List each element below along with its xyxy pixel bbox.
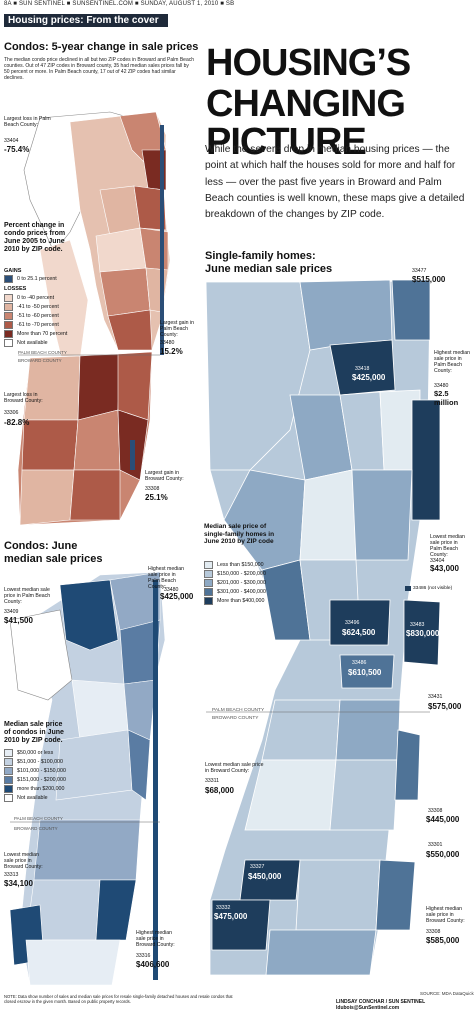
sf-price-value: $475,000 bbox=[214, 912, 248, 921]
footer-source: SOURCE: MDA DataQuick bbox=[420, 991, 474, 996]
cm-county-pb: PALM BEACH COUNTY bbox=[14, 816, 63, 821]
cc-callout-4-title: Largest gain in Broward County: bbox=[145, 470, 184, 482]
sf-price-value: $425,000 bbox=[352, 373, 386, 382]
cc-legend-gain: 0 to 25.1 percent bbox=[4, 274, 57, 283]
sf-price-zip: 33496 bbox=[345, 620, 360, 626]
cc-callout-4-zip: 33308 bbox=[145, 486, 160, 492]
cc-callout-4-value: 25.1% bbox=[145, 493, 168, 502]
sf-not-visible: 33486 (not visible) bbox=[405, 586, 452, 591]
sf-title-line1: Single-family homes: bbox=[205, 250, 316, 262]
cc-callout-1-value: -75.4% bbox=[4, 145, 30, 154]
cm-callout-3-value: $34,100 bbox=[4, 879, 33, 888]
footer-credit: LINDSAY CONCHAR / SUN SENTINEL ldubois@S… bbox=[336, 999, 426, 1011]
condo-change-map bbox=[17, 111, 171, 526]
sf-price-zip: 33431 bbox=[428, 694, 443, 700]
cm-title-line1: Condos: June bbox=[4, 540, 78, 552]
sf-price-zip: 33332 bbox=[216, 905, 231, 911]
sf-callout-4-zip: 33308 bbox=[426, 929, 441, 935]
sf-price-value: $624,500 bbox=[342, 628, 376, 637]
cm-callout-4-value: $406,600 bbox=[136, 960, 170, 969]
cm-title-line2: median sale prices bbox=[4, 553, 103, 565]
cm-county-br: BROWARD COUNTY bbox=[14, 826, 58, 831]
cc-callout-2-zip: 33480 bbox=[160, 340, 175, 346]
sf-county-br: BROWARD COUNTY bbox=[212, 716, 259, 721]
cm-callout-4-title: Highest median sale price in Broward Cou… bbox=[136, 930, 175, 948]
sf-price-value: $450,000 bbox=[248, 872, 282, 881]
sf-callout-1-zip: 33480 bbox=[434, 383, 449, 389]
sf-callout-2-zip: 33404 bbox=[430, 558, 445, 564]
cm-callout-4-zip: 33316 bbox=[136, 953, 151, 959]
sf-price-value: $445,000 bbox=[426, 815, 460, 824]
sf-legend-title: Median sale price of single-family homes… bbox=[204, 523, 275, 545]
cm-callout-1-zip: 33409 bbox=[4, 609, 19, 615]
cc-county-pb: PALM BEACH COUNTY bbox=[18, 350, 67, 355]
sf-price-zip: 33486 bbox=[352, 660, 367, 666]
sf-price-zip: 33477 bbox=[412, 268, 427, 274]
main-title-line2: CHANGING PICTURE bbox=[206, 83, 406, 163]
main-title-line1: HOUSING’S bbox=[206, 42, 411, 84]
section-banner: Housing prices: From the cover bbox=[4, 14, 168, 27]
sf-county-pb: PALM BEACH COUNTY bbox=[212, 708, 265, 713]
intro-text: While the severe drop in median housing … bbox=[205, 144, 465, 221]
cm-callout-3-zip: 33313 bbox=[4, 872, 19, 878]
cc-losses-label: LOSSES bbox=[4, 286, 27, 292]
cc-callout-3-zip: 33306 bbox=[4, 410, 19, 416]
cc-callout-3-title: Largest loss in Broward County: bbox=[4, 392, 43, 404]
footer-note: NOTE: Data show number of sales and medi… bbox=[4, 994, 233, 1004]
sf-legend: Less than $150,000 $150,000 - $200,000 $… bbox=[204, 560, 266, 605]
sf-callout-1-title: Highest median sale price in Palm Beach … bbox=[434, 350, 471, 374]
cc-callout-3-value: -82.8% bbox=[4, 418, 30, 427]
page-header-line: 8A ■ SUN SENTINEL ■ SUNSENTINEL.COM ■ SU… bbox=[4, 1, 235, 7]
sf-price-value: $515,000 bbox=[412, 275, 446, 284]
sf-price-zip: 33308 bbox=[428, 808, 443, 814]
cc-callout-2-value: 15.2% bbox=[160, 347, 183, 356]
cm-legend-title: Median sale price of condos in June 2010… bbox=[4, 721, 64, 744]
sf-callout-2-title: Lowest median sale price in Palm Beach C… bbox=[430, 534, 465, 558]
cc-legend-losses: 0 to -40 percent -41 to -50 percent -51 … bbox=[4, 293, 67, 347]
sf-price-zip: 33418 bbox=[355, 366, 370, 372]
cm-legend: $50,000 or less $51,000 - $100,000 $101,… bbox=[4, 748, 66, 802]
cm-callout-2-value: $425,000 bbox=[160, 592, 194, 601]
sf-callout-3-value: $68,000 bbox=[205, 786, 234, 795]
condo-change-title: Condos: 5-year change in sale prices bbox=[4, 41, 199, 53]
sf-callout-4-title: Highest median sale price in Broward Cou… bbox=[426, 906, 465, 924]
sf-callout-3-title: Lowest median sale price in Broward Coun… bbox=[205, 762, 264, 774]
sf-callout-2-value: $43,000 bbox=[430, 564, 459, 573]
cm-callout-1-title: Lowest median sale price in Palm Beach C… bbox=[4, 587, 51, 605]
cc-gains-label: GAINS bbox=[4, 268, 22, 274]
cc-county-br: BROWARD COUNTY bbox=[18, 358, 62, 363]
cc-callout-1-zip: 33404 bbox=[4, 138, 19, 144]
sf-title-line2: June median sale prices bbox=[205, 263, 333, 275]
cm-callout-2-title: Highest median sale price in Palm Beach … bbox=[148, 566, 185, 590]
cm-callout-2-zip: 33480 bbox=[164, 587, 179, 593]
sf-callout-3-zip: 33311 bbox=[205, 778, 220, 784]
cc-callout-2-title: Largest gain in Palm Beach County: bbox=[160, 320, 195, 338]
sf-price-zip: 33327 bbox=[250, 864, 265, 870]
cm-callout-1-value: $41,500 bbox=[4, 616, 33, 625]
cm-callout-3-title: Lowest median sale price in Broward Coun… bbox=[4, 852, 43, 870]
sf-price-value: $550,000 bbox=[426, 850, 460, 859]
cc-callout-1-title: Largest loss in Palm Beach County: bbox=[4, 116, 51, 128]
condo-change-blurb: The median condo price declined in all b… bbox=[4, 57, 195, 81]
sf-price-zip: 33483 bbox=[410, 622, 425, 628]
cc-legend-title: Percent change in condo prices from June… bbox=[4, 222, 66, 253]
sf-price-value: $575,000 bbox=[428, 702, 462, 711]
sf-callout-4-value: $585,000 bbox=[426, 936, 460, 945]
sf-price-value: $830,000 bbox=[406, 629, 440, 638]
sf-median-map bbox=[205, 279, 441, 976]
condo-median-map bbox=[9, 571, 166, 986]
sf-price-value: $610,500 bbox=[348, 668, 382, 677]
sf-callout-1-value: $2.5 million bbox=[434, 389, 459, 407]
sf-price-zip: 33301 bbox=[428, 842, 443, 848]
